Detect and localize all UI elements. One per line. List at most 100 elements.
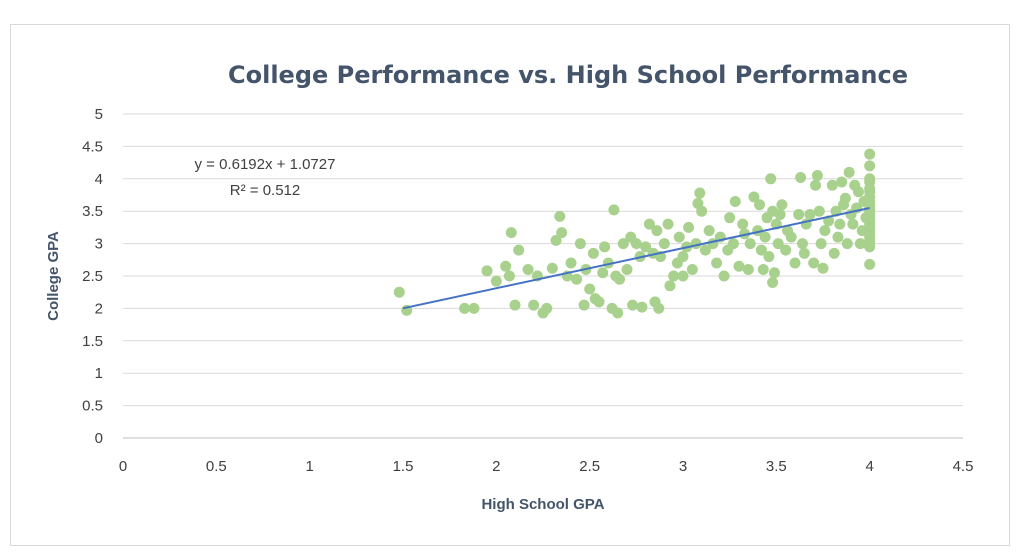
data-point [640,241,652,253]
x-tick-label: 0 [119,458,127,475]
data-point [614,273,626,285]
data-point [852,186,864,198]
x-tick-label: 4 [865,458,873,475]
data-point [795,172,807,184]
data-point [643,218,655,230]
data-point [686,264,698,276]
data-point [608,204,620,216]
data-point [793,208,805,220]
data-point [832,231,844,243]
data-point [630,238,642,250]
data-point [668,270,680,282]
data-point [653,302,665,314]
data-point [522,264,534,276]
data-point [841,238,853,250]
data-point [694,187,706,199]
data-point [550,234,562,246]
data-point [813,205,825,217]
y-tick-label: 2 [95,300,103,317]
data-point [481,265,493,277]
data-point [683,221,695,233]
x-axis-title: High School GPA [481,496,604,513]
data-point [808,257,820,269]
data-point [789,257,801,269]
data-point [864,258,876,270]
data-point [811,170,823,182]
data-point [864,160,876,172]
data-point [754,199,766,211]
data-point [817,262,829,274]
data-point [864,148,876,160]
data-point [836,176,848,188]
data-point [574,238,586,250]
data-point [826,179,838,191]
y-tick-label: 5 [95,106,103,123]
data-point [599,241,611,253]
scatter-chart: College Performance vs. High School Perf… [45,61,974,513]
data-point [528,299,540,311]
data-point [677,251,689,263]
data-point [772,238,784,250]
data-point [503,270,515,282]
data-point [459,302,471,314]
trendline-r-squared: R² = 0.512 [230,182,300,199]
data-point [733,260,745,272]
data-point [748,191,760,203]
data-point [393,286,405,298]
data-point [584,283,596,295]
data-point [651,225,663,237]
x-tick-label: 0.5 [206,458,227,475]
data-point [804,208,816,220]
gridlines [123,113,963,407]
data-point [509,299,521,311]
data-point [796,238,808,250]
data-point [759,231,771,243]
data-point [765,173,777,185]
data-point [621,264,633,276]
data-point [658,238,670,250]
data-point [839,192,851,204]
data-point [490,275,502,287]
data-point [554,210,566,222]
trendline-equation: y = 0.6192x + 1.0727 [195,156,336,173]
x-tick-label: 3.5 [766,458,787,475]
data-point [513,244,525,256]
y-tick-label: 3 [95,236,103,253]
trendline [402,207,870,310]
data-point [798,247,810,259]
y-tick-label: 2.5 [82,268,103,285]
data-point [854,238,866,250]
y-tick-label: 4.5 [82,138,103,155]
data-point [767,276,779,288]
data-point [711,257,723,269]
data-point [780,244,792,256]
data-point [627,299,639,311]
chart-frame: College Performance vs. High School Perf… [10,24,1010,546]
data-point [541,302,553,314]
data-point [664,280,676,292]
data-point [815,238,827,250]
x-tick-labels: 0 0.5 1 1.5 2 2.5 3 3.5 4 4.5 [119,458,974,475]
x-tick-label: 2.5 [579,458,600,475]
data-point [617,238,629,250]
data-point [847,218,859,230]
data-point [593,296,605,308]
data-point [742,264,754,276]
data-point [864,241,876,253]
data-point [468,302,480,314]
data-point [744,238,756,250]
data-point [587,247,599,259]
y-tick-label: 1.5 [82,333,103,350]
y-axis-title: College GPA [45,231,62,321]
data-point [673,231,685,243]
y-tick-label: 3.5 [82,203,103,220]
y-tick-label: 0.5 [82,398,103,415]
data-point [597,267,609,279]
data-point [718,270,730,282]
data-point [834,218,846,230]
data-point [757,264,769,276]
x-tick-label: 1.5 [393,458,414,475]
data-point [828,247,840,259]
data-point [602,257,614,269]
y-tick-label: 0 [95,430,103,447]
